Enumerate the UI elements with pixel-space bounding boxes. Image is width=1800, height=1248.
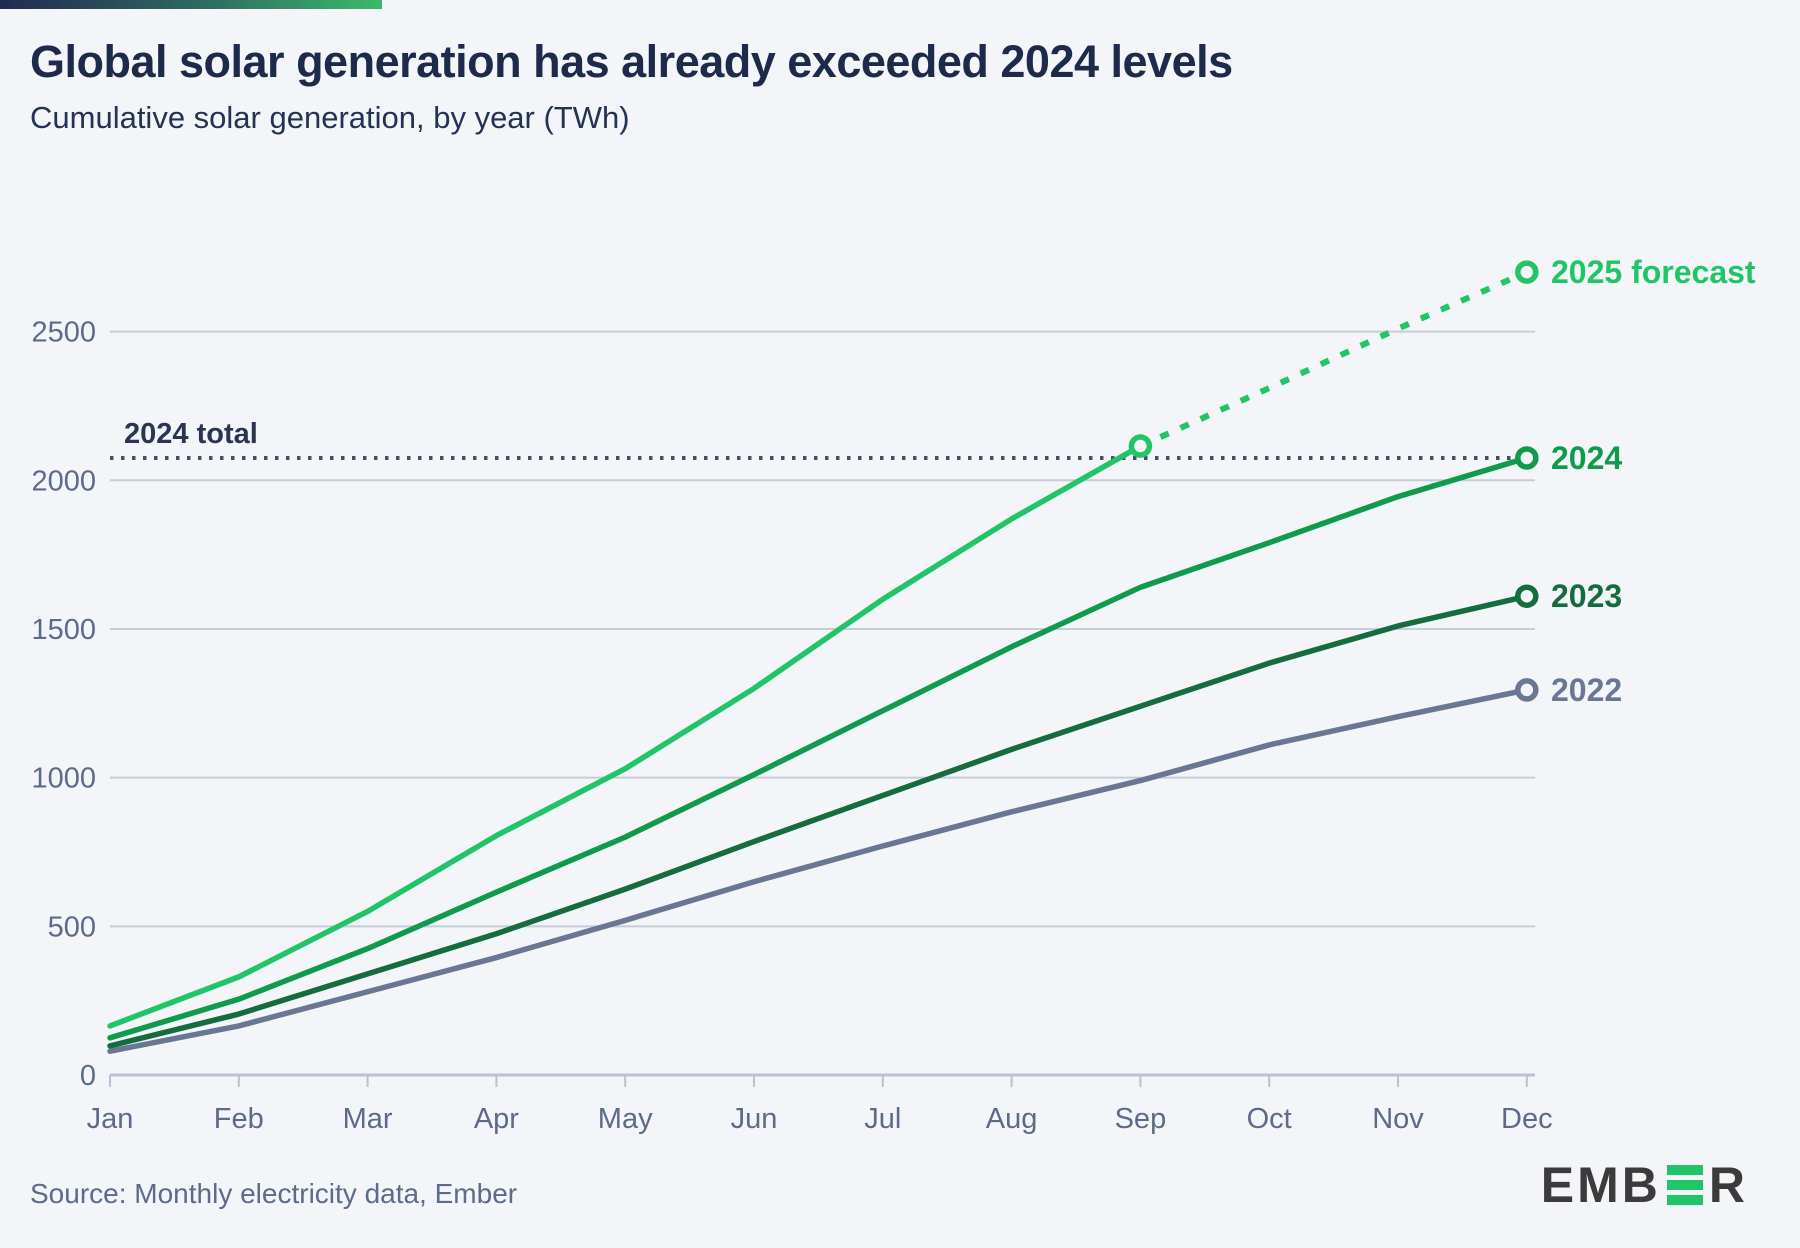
- series-line-2025-actual: [107, 443, 1144, 1029]
- x-tick-label: Sep: [1115, 1103, 1167, 1135]
- logo-text-r: R: [1708, 1157, 1748, 1213]
- logo-text-emb: EMB: [1540, 1157, 1661, 1213]
- chart-subtitle: Cumulative solar generation, by year (TW…: [30, 100, 630, 135]
- marker-2025-actual-end: [1128, 434, 1153, 458]
- y-tick-label: 2000: [31, 465, 96, 497]
- series-line-2022: [107, 687, 1530, 1054]
- series-label-2023: 2023: [1551, 578, 1622, 614]
- y-tick-label: 1000: [31, 763, 96, 795]
- x-tick-label: Apr: [474, 1103, 519, 1135]
- series-line-2025-forecast: [1139, 269, 1529, 449]
- ember-logo: EMB R: [1541, 1160, 1748, 1210]
- marker-2025-forecast-end: [1515, 260, 1539, 284]
- logo-e-bars-icon: [1666, 1163, 1703, 1207]
- series-label-2025: 2025 forecast: [1551, 254, 1756, 290]
- y-tick-label: 500: [48, 911, 96, 943]
- x-tick-label: May: [598, 1103, 653, 1135]
- x-tick-label: Mar: [343, 1103, 393, 1135]
- page-title: Global solar generation has already exce…: [30, 36, 1233, 87]
- x-tick-label: Oct: [1247, 1103, 1292, 1135]
- x-tick-label: Dec: [1501, 1103, 1553, 1135]
- annotation-total-label: 2024 total: [124, 418, 258, 450]
- source-note: Source: Monthly electricity data, Ember: [30, 1178, 518, 1209]
- marker-2022-end: [1515, 678, 1539, 702]
- series-line-2024: [107, 455, 1530, 1041]
- brand-gradient-bar: [0, 0, 382, 9]
- marker-2024-end: [1515, 446, 1539, 470]
- y-tick-label: 2500: [31, 317, 96, 349]
- x-tick-label: Feb: [214, 1103, 264, 1135]
- marker-2023-end: [1515, 584, 1539, 608]
- x-tick-label: Nov: [1372, 1103, 1424, 1135]
- x-tick-label: Aug: [986, 1103, 1038, 1135]
- series-label-2024: 2024: [1551, 440, 1622, 476]
- series-line-2023: [107, 593, 1530, 1049]
- x-tick-label: Jan: [87, 1103, 134, 1135]
- x-tick-label: Jul: [864, 1103, 901, 1135]
- x-tick-label: Jun: [731, 1103, 778, 1135]
- series-label-2022: 2022: [1551, 672, 1622, 708]
- y-tick-label: 1500: [31, 614, 96, 646]
- y-tick-label: 0: [80, 1060, 96, 1092]
